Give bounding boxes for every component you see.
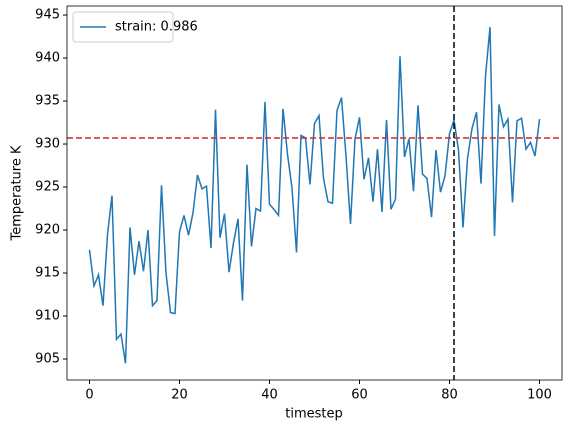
x-tick-label: 80 <box>441 388 458 403</box>
y-tick-label: 925 <box>35 180 60 195</box>
x-tick-label: 20 <box>171 388 188 403</box>
x-axis-label: timestep <box>285 407 343 422</box>
legend-label: strain: 0.986 <box>115 20 198 35</box>
line-series <box>88 27 541 364</box>
y-tick-label: 905 <box>35 352 60 367</box>
y-tick-label: 945 <box>35 8 60 23</box>
y-tick-label: 910 <box>35 309 60 324</box>
plot-frame <box>66 5 563 381</box>
x-tick-label: 40 <box>261 388 278 403</box>
y-tick-label: 940 <box>35 51 60 66</box>
y-tick-label: 930 <box>35 137 60 152</box>
x-tick-label: 60 <box>351 388 368 403</box>
legend-box <box>72 11 174 43</box>
y-axis-label: Temperature K <box>10 145 25 241</box>
y-tick-label: 920 <box>35 223 60 238</box>
x-tick-label: 100 <box>527 388 552 403</box>
y-tick-label: 915 <box>35 266 60 281</box>
y-tick-label: 935 <box>35 94 60 109</box>
x-tick-label: 0 <box>85 388 93 403</box>
